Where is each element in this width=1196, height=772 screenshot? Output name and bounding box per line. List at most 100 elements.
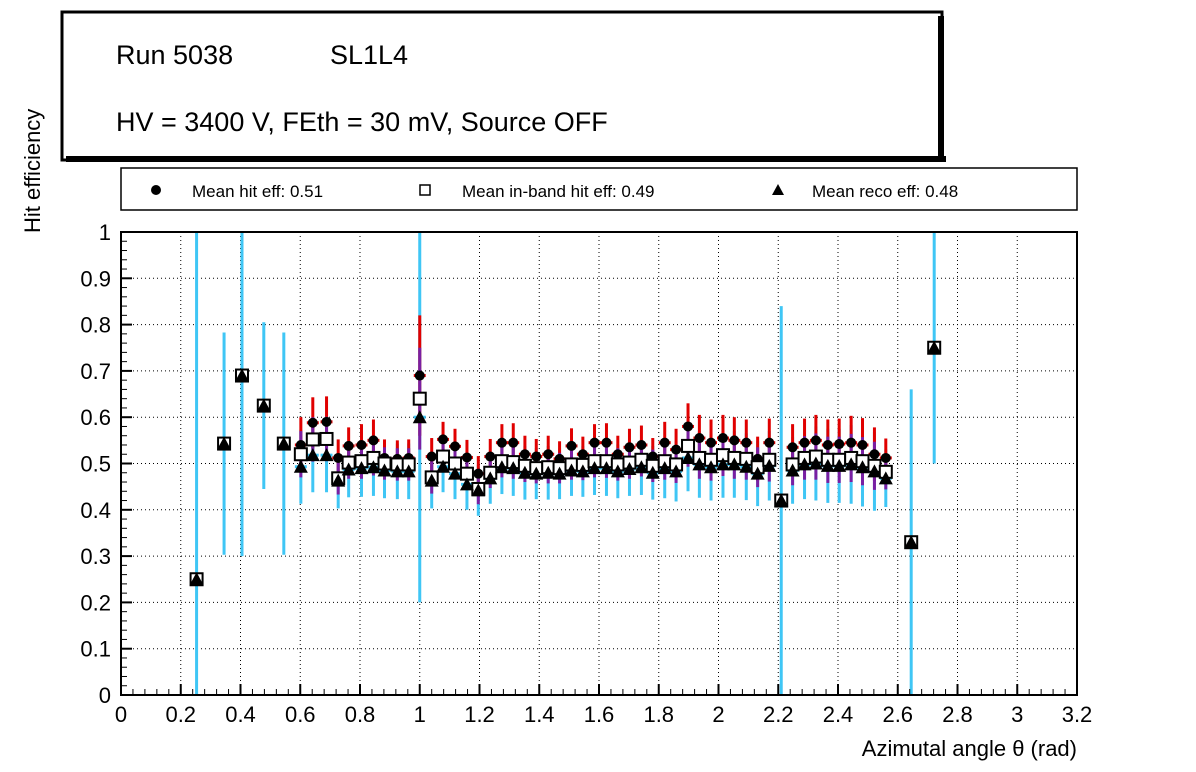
marker-filled-triangle [436,459,451,473]
y-tick-label: 0.4 [80,498,111,523]
marker-filled-triangle [774,493,789,507]
marker-filled-triangle [424,473,439,487]
marker-filled-triangle [587,461,602,475]
y-tick-label: 0.6 [80,405,111,430]
marker-filled-triangle [354,461,369,475]
marker-filled-triangle [622,462,637,476]
marker-filled-triangle [808,456,823,470]
title-box-shadow-right [938,16,944,162]
title-box: Run 5038 SL1L4 HV = 3400 V, FEth = 30 mV… [60,10,946,162]
marker-filled-circle [519,449,530,460]
marker-filled-triangle [401,464,416,478]
y-tick-label: 0.3 [80,544,111,569]
marker-filled-triangle [681,450,696,464]
y-tick-label: 0.5 [80,452,111,477]
marker-open-square [412,391,427,406]
marker-filled-triangle [669,464,684,478]
y-axis-title: Hit efficiency [20,109,45,233]
y-tick-label: 0.2 [80,590,111,615]
marker-open-square [305,432,320,447]
marker-filled-triangle [390,464,405,478]
marker-filled-triangle [459,477,474,491]
marker-filled-circle [414,370,425,381]
marker-filled-circle [857,439,868,450]
marker-filled-triangle [704,460,719,474]
marker-filled-circle [787,442,798,453]
marker-filled-triangle [599,461,614,475]
gridlines [121,232,1077,695]
legend-entry-label: Mean reco eff: 0.48 [812,182,958,201]
marker-filled-circle [869,449,880,460]
marker-filled-triangle [293,459,308,473]
x-tick-label: 1 [414,702,426,727]
marker-filled-triangle [750,466,765,480]
marker-filled-triangle [412,410,427,424]
marker-filled-triangle [506,461,521,475]
marker-filled-circle [880,452,891,463]
y-tick-label: 0.1 [80,637,111,662]
marker-filled-circle [671,444,682,455]
marker-filled-triangle [256,398,271,412]
marker-filled-circle [333,452,344,463]
x-tick-label: 0.4 [225,702,256,727]
marker-filled-triangle [634,460,649,474]
x-tick-label: 0.2 [165,702,196,727]
legend-box [120,167,1078,211]
marker-filled-circle [577,449,588,460]
marker-filled-circle [729,435,740,446]
y-tick-label: 0.8 [80,313,111,338]
marker-filled-circle [834,439,845,450]
marker-filled-circle [307,417,318,428]
marker-filled-circle [485,451,496,462]
marker-filled-triangle [234,368,249,382]
marker-filled-triangle [904,535,919,549]
marker-filled-triangle [610,464,625,478]
marker-filled-triangle [657,461,672,475]
y-tick-label: 0 [99,683,111,708]
marker-filled-circle [450,441,461,452]
marker-filled-circle [343,440,354,451]
legend-open-square-icon [419,184,431,196]
marker-filled-triangle [715,457,730,471]
marker-filled-circle [321,416,332,427]
marker-filled-circle [531,451,542,462]
title-box-frame [60,10,944,162]
marker-filled-circle [461,452,472,463]
legend-entry-label: Mean hit eff: 0.51 [192,182,323,201]
y-tick-label: 1 [99,220,111,245]
marker-filled-circle [810,435,821,446]
marker-filled-circle [822,439,833,450]
markers-reco [189,340,942,586]
x-tick-label: 0.6 [285,702,316,727]
x-tick-label: 2 [712,702,724,727]
marker-filled-circle [368,435,379,446]
x-axis-title: Azimutal angle θ (rad) [862,736,1077,761]
data-series-group [189,232,942,695]
axes: 0 0.1 0.2 0.3 0.4 0.5 0.6 0.7 0.8 0.9 1 0 0.2 0.4 0.6 0… [80,220,1092,727]
x-tick-label: 2.8 [942,702,973,727]
marker-filled-triangle [471,483,486,497]
marker-filled-circle [717,433,728,444]
x-tick-label: 2.6 [882,702,913,727]
marker-filled-triangle [564,463,579,477]
marker-filled-circle [543,449,554,460]
marker-filled-circle [706,437,717,448]
marker-filled-triangle [377,463,392,477]
x-tick-label: 1.4 [524,702,555,727]
legend-filled-circle-icon [151,185,161,195]
x-tick-label: 3 [1011,702,1023,727]
marker-filled-circle [508,437,519,448]
x-tick-label: 1.2 [464,702,495,727]
title-box-shadow-bottom [66,156,946,162]
marker-filled-triangle [448,466,463,480]
x-tick-label: 0 [115,702,127,727]
marker-filled-triangle [878,471,893,485]
marker-filled-triangle [844,457,859,471]
marker-filled-circle [799,437,810,448]
marker-filled-triangle [494,460,509,474]
marker-filled-triangle [189,572,204,586]
marker-filled-triangle [855,460,870,474]
marker-filled-triangle [319,448,334,462]
title-chamber-label: SL1L4 [330,40,408,70]
x-tick-label: 0.8 [345,702,376,727]
